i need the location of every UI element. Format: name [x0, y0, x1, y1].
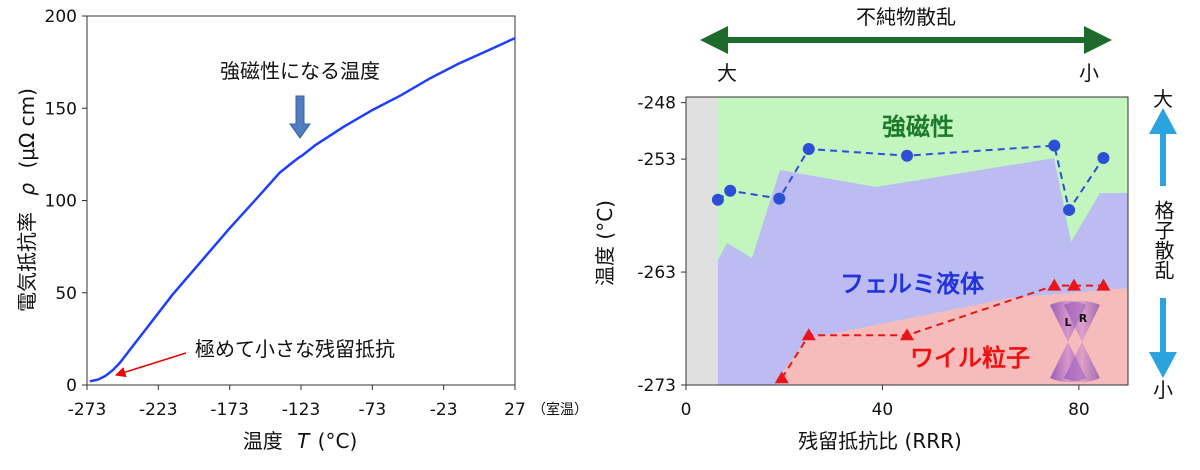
weyl-point — [1047, 278, 1062, 291]
right-y-tick-label: -273 — [637, 376, 676, 396]
top-arrow-right-label: 小 — [1079, 61, 1099, 85]
label-ferromagnetic: 強磁性 — [882, 113, 954, 141]
cone-label-l: L — [1064, 316, 1071, 329]
top-arrow-head-right — [1084, 26, 1112, 54]
left-y-tick-label: 0 — [66, 376, 77, 396]
xlabel-symbol: T — [297, 429, 311, 453]
cone-right-lower — [1064, 342, 1100, 382]
top-arrow-label: 不純物散乱 — [856, 5, 956, 29]
weyl-point — [774, 371, 789, 384]
right-x-tick-label: 40 — [872, 400, 894, 420]
phase-regions — [686, 97, 1128, 385]
curie-point — [1097, 151, 1110, 164]
curie-point — [1048, 139, 1061, 152]
region-weyl — [780, 288, 1128, 385]
right-x-tick-label: 0 — [681, 400, 692, 420]
right-arrow-label: 格子散乱 — [1151, 200, 1175, 280]
weyl-point — [1096, 278, 1111, 291]
label-fermi-liquid: フェルミ液体 — [840, 270, 985, 298]
left-x-tick-label: -273 — [68, 400, 107, 420]
phase-diagram: 不純物散乱 大 小 0 40 80 -248 -253 -263 -273 強磁性 フェル… — [593, 5, 1178, 453]
left-x-tick-label: -73 — [358, 400, 386, 420]
label-weyl: ワイル粒子 — [910, 344, 1030, 372]
left-x-tick-label: -223 — [139, 400, 178, 420]
left-x-label: 温度 T (°C) — [243, 429, 358, 453]
right-y-tick-label: -263 — [637, 263, 676, 283]
resistivity-curve — [89, 36, 516, 383]
top-arrow: 不純物散乱 大 小 — [700, 5, 1112, 85]
right-x-axis: 0 40 80 — [681, 385, 1090, 420]
right-plot-frame — [685, 96, 1129, 386]
right-y-axis: -248 -253 -263 -273 — [637, 94, 686, 396]
weyl-point — [900, 328, 914, 341]
right-y-tick-label: -248 — [637, 94, 676, 114]
top-arrow-head-left — [700, 26, 728, 54]
ylabel-main: 電気抵抗率 — [15, 212, 39, 312]
weyl-line — [780, 284, 1104, 379]
red-arrow — [114, 352, 187, 378]
left-series-group — [89, 36, 516, 383]
xlabel-main: 温度 — [243, 429, 283, 453]
left-y-tick-label: 200 — [45, 7, 77, 27]
left-y-tick-label: 150 — [45, 99, 77, 119]
right-arrow-top-label: 大 — [1153, 87, 1173, 111]
left-x-tick-label: -173 — [210, 400, 249, 420]
ylabel-unit: (μΩ cm) — [15, 88, 39, 168]
top-arrow-left-label: 大 — [717, 61, 737, 85]
curie-point — [773, 192, 786, 205]
curie-point — [711, 193, 724, 206]
right-y-tick-label: -253 — [637, 150, 676, 170]
right-x-label: 残留抵抗比 (RRR) — [798, 429, 962, 453]
right-arrow-label-bg — [1148, 186, 1178, 298]
right-arrow-head-bottom — [1149, 352, 1177, 378]
curie-line — [717, 144, 1105, 213]
left-y-tick-label: 50 — [55, 284, 77, 304]
cone-label-r: R — [1079, 312, 1088, 325]
left-y-label: 電気抵抗率 ρ (μΩ cm) — [15, 88, 39, 312]
curie-point — [724, 184, 737, 197]
blue-down-arrow — [289, 95, 311, 139]
room-temp-note: （室温） — [532, 401, 588, 418]
right-y-label-text: 温度 (°C) — [593, 200, 617, 286]
right-arrow-head-top — [1149, 108, 1177, 134]
cone-right — [1064, 301, 1100, 342]
ylabel-symbol: ρ — [15, 183, 39, 196]
left-x-tick-label: -23 — [430, 400, 458, 420]
right-x-tick-label: 80 — [1068, 400, 1090, 420]
weyl-cone-inset: L R — [1050, 301, 1100, 382]
left-x-axis: -273 -223 -173 -123 -73 -23 27 — [68, 385, 526, 420]
right-y-label: 温度 (°C) — [593, 200, 617, 286]
curie-point — [1063, 203, 1076, 216]
right-series-group — [711, 139, 1111, 384]
weyl-point — [801, 328, 816, 341]
weyl-point — [1066, 278, 1081, 291]
annotation-ferromagnetic-temp: 強磁性になる温度 — [220, 59, 380, 83]
resistivity-chart: -273 -223 -173 -123 -73 -23 27 0 50 100 150 200 強磁… — [15, 7, 588, 453]
right-arrow-bottom-label: 小 — [1153, 378, 1173, 402]
curie-point — [802, 142, 815, 155]
left-annotations: 強磁性になる温度 極めて小さな残留抵抗 — [114, 59, 395, 378]
annotation-residual-resistance: 極めて小さな残留抵抗 — [195, 337, 395, 361]
left-x-tick-label: 27 — [504, 400, 526, 420]
left-y-axis: 0 50 100 150 200 — [45, 7, 87, 396]
gray-excluded-strip — [686, 97, 718, 385]
left-y-tick-label: 100 — [45, 192, 77, 212]
right-arrow: 大 格子散乱 小 — [1148, 87, 1178, 402]
svg-text:電気抵抗率 ρ (μΩ cm: 電気抵抗率 ρ (μΩ cm) — [15, 88, 39, 312]
left-x-tick-label: -123 — [282, 400, 321, 420]
curie-point — [901, 149, 913, 162]
xlabel-unit: (°C) — [318, 429, 358, 453]
